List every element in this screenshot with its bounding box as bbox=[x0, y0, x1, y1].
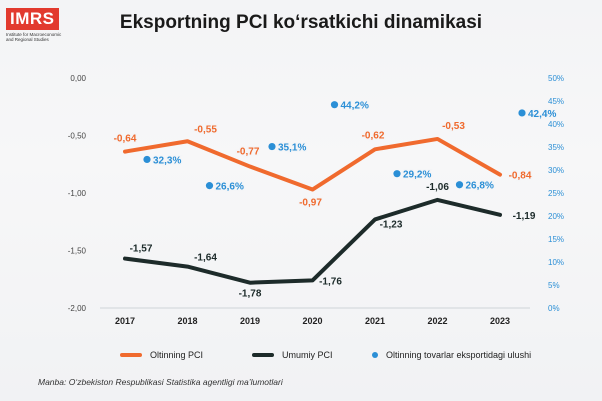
y-right-tick-label: 0% bbox=[548, 304, 560, 313]
scatter-point bbox=[143, 155, 151, 164]
logo-mark: IMRS bbox=[6, 8, 59, 30]
logo-subtitle: Institute for Macroeconomic and Regional… bbox=[6, 32, 62, 42]
chart-title: Eksportning PCI ko‘rsatkichi dinamikasi bbox=[119, 12, 483, 33]
data-label: -1,57 bbox=[130, 244, 153, 255]
scatter-point bbox=[205, 182, 214, 190]
data-label: -0,77 bbox=[237, 147, 260, 158]
legend-label: Umumiy PCI bbox=[282, 350, 333, 360]
y-left-tick-label: -0,50 bbox=[68, 132, 87, 141]
data-label: 32,3% bbox=[153, 155, 181, 166]
y-right-tick-label: 10% bbox=[548, 258, 564, 267]
legend-swatch-dark bbox=[252, 353, 274, 357]
x-tick-label: 2017 bbox=[115, 316, 135, 326]
scatter-point bbox=[393, 170, 401, 178]
x-tick-label: 2022 bbox=[427, 316, 447, 326]
y-right-tick-label: 35% bbox=[548, 143, 564, 152]
legend-label: Oltinning PCI bbox=[150, 350, 204, 360]
y-right-tick-label: 45% bbox=[548, 97, 564, 106]
legend-label: Oltinning tovarlar eksportidagi ulushi bbox=[386, 350, 532, 360]
data-label: -1,23 bbox=[380, 219, 403, 230]
y-left-tick-label: -1,50 bbox=[68, 247, 87, 256]
data-label: -1,06 bbox=[426, 182, 449, 193]
scatter-point bbox=[455, 181, 464, 189]
data-label: -0,53 bbox=[442, 121, 465, 132]
x-tick-label: 2018 bbox=[177, 316, 197, 326]
data-label: -1,76 bbox=[319, 276, 342, 287]
scatter-point bbox=[518, 109, 526, 117]
data-label: 42,4% bbox=[528, 109, 556, 120]
data-label: 35,1% bbox=[278, 143, 306, 154]
scatter-point bbox=[330, 101, 339, 109]
y-right-tick-label: 20% bbox=[548, 212, 564, 221]
data-label: -0,55 bbox=[194, 124, 217, 135]
legend-item-umumiy-pci: Umumiy PCI bbox=[252, 350, 333, 360]
x-tick-label: 2020 bbox=[302, 316, 322, 326]
data-label: -1,78 bbox=[239, 289, 262, 300]
data-label: -1,19 bbox=[513, 211, 536, 222]
data-label: 29,2% bbox=[403, 170, 431, 181]
x-tick-label: 2023 bbox=[490, 316, 510, 326]
data-label: 26,8% bbox=[466, 181, 494, 192]
source-note: Manba: O‘zbekiston Respublikasi Statisti… bbox=[38, 377, 283, 387]
data-label: -0,84 bbox=[509, 171, 532, 182]
data-label: -0,64 bbox=[114, 134, 137, 145]
x-tick-label: 2019 bbox=[240, 316, 260, 326]
data-label: 26,6% bbox=[216, 182, 244, 193]
data-label: -0,97 bbox=[299, 198, 322, 209]
data-label: 44,2% bbox=[341, 101, 369, 112]
data-label: -0,62 bbox=[362, 130, 385, 141]
y-right-tick-label: 5% bbox=[548, 281, 560, 290]
y-left-tick-label: -2,00 bbox=[68, 304, 87, 313]
y-left-tick-label: 0,00 bbox=[70, 74, 86, 83]
y-right-tick-label: 15% bbox=[548, 235, 564, 244]
scatter-point bbox=[268, 142, 276, 151]
x-tick-label: 2021 bbox=[365, 316, 385, 326]
legend-item-oltinning-ulushi: Oltinning tovarlar eksportidagi ulushi bbox=[372, 350, 531, 360]
series-line-0 bbox=[123, 136, 502, 192]
y-right-tick-label: 40% bbox=[548, 120, 564, 129]
legend-swatch-orange bbox=[120, 353, 142, 357]
y-right-tick-label: 30% bbox=[548, 166, 564, 175]
series-line-1 bbox=[123, 197, 502, 285]
imrs-logo: IMRS Institute for Macroeconomic and Reg… bbox=[6, 8, 68, 42]
legend-item-oltinning-pci: Oltinning PCI bbox=[120, 350, 203, 360]
y-right-tick-label: 50% bbox=[548, 74, 564, 83]
y-left-tick-label: -1,00 bbox=[68, 189, 87, 198]
y-right-tick-label: 25% bbox=[548, 189, 564, 198]
data-label: -1,64 bbox=[194, 253, 217, 264]
legend-swatch-blue bbox=[372, 352, 378, 358]
